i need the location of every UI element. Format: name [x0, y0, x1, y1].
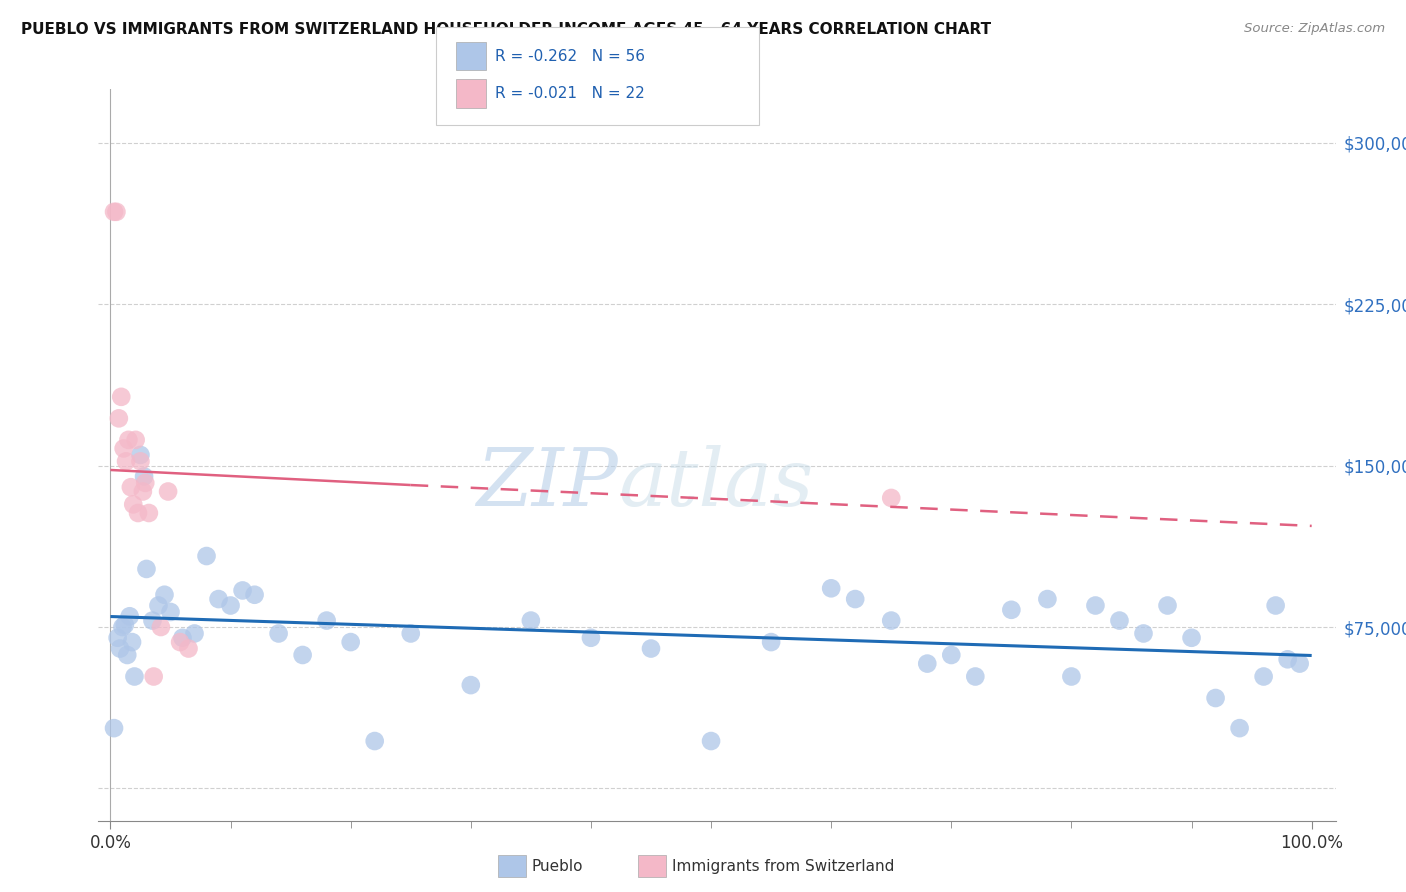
Point	[759, 635, 782, 649]
Point	[232, 583, 254, 598]
Point	[124, 433, 146, 447]
Point	[844, 592, 866, 607]
Point	[132, 484, 155, 499]
Point	[640, 641, 662, 656]
Point	[120, 480, 142, 494]
Text: Immigrants from Switzerland: Immigrants from Switzerland	[672, 859, 894, 873]
Point	[157, 484, 180, 499]
Point	[291, 648, 314, 662]
Point	[267, 626, 290, 640]
Point	[339, 635, 361, 649]
Point	[177, 641, 200, 656]
Point	[149, 620, 172, 634]
Point	[121, 635, 143, 649]
Point	[1229, 721, 1251, 735]
Point	[1288, 657, 1310, 671]
Point	[1180, 631, 1202, 645]
Point	[153, 588, 176, 602]
Point	[880, 491, 903, 505]
Point	[111, 620, 134, 634]
Point	[880, 614, 903, 628]
Point	[122, 497, 145, 511]
Point	[243, 588, 266, 602]
Point	[700, 734, 723, 748]
Point	[124, 669, 146, 683]
Point	[941, 648, 963, 662]
Text: atlas: atlas	[619, 445, 814, 523]
Point	[1060, 669, 1083, 683]
Point	[195, 549, 218, 563]
Point	[134, 475, 156, 490]
Point	[1205, 691, 1227, 706]
Point	[460, 678, 482, 692]
Point	[103, 204, 125, 219]
Point	[364, 734, 387, 748]
Point	[219, 599, 242, 613]
Text: Source: ZipAtlas.com: Source: ZipAtlas.com	[1244, 22, 1385, 36]
Point	[1036, 592, 1059, 607]
Point	[117, 648, 139, 662]
Text: PUEBLO VS IMMIGRANTS FROM SWITZERLAND HOUSEHOLDER INCOME AGES 45 - 64 YEARS CORR: PUEBLO VS IMMIGRANTS FROM SWITZERLAND HO…	[21, 22, 991, 37]
Point	[1108, 614, 1130, 628]
Point	[141, 614, 163, 628]
Point	[159, 605, 181, 619]
Point	[114, 618, 136, 632]
Point	[1156, 599, 1178, 613]
Point	[1084, 599, 1107, 613]
Text: R = -0.262   N = 56: R = -0.262 N = 56	[495, 49, 645, 63]
Point	[183, 626, 205, 640]
Point	[129, 448, 152, 462]
Text: R = -0.021   N = 22: R = -0.021 N = 22	[495, 87, 645, 101]
Point	[169, 635, 191, 649]
Point	[917, 657, 939, 671]
Point	[110, 390, 132, 404]
Point	[1253, 669, 1275, 683]
Point	[127, 506, 149, 520]
Point	[579, 631, 602, 645]
Point	[135, 562, 157, 576]
Point	[118, 609, 141, 624]
Point	[115, 454, 138, 468]
Point	[112, 442, 135, 456]
Point	[1277, 652, 1299, 666]
Point	[1000, 603, 1022, 617]
Point	[172, 631, 194, 645]
Point	[1264, 599, 1286, 613]
Point	[117, 433, 139, 447]
Point	[207, 592, 229, 607]
Text: Pueblo: Pueblo	[531, 859, 583, 873]
Point	[315, 614, 337, 628]
Point	[142, 669, 165, 683]
Point	[108, 411, 131, 425]
Point	[129, 454, 152, 468]
Point	[138, 506, 160, 520]
Point	[132, 469, 155, 483]
Point	[108, 641, 131, 656]
Point	[399, 626, 422, 640]
Text: ZIP: ZIP	[477, 445, 619, 523]
Point	[148, 599, 170, 613]
Point	[107, 631, 129, 645]
Point	[103, 721, 125, 735]
Point	[1132, 626, 1154, 640]
Point	[965, 669, 987, 683]
Point	[820, 582, 842, 596]
Point	[105, 204, 128, 219]
Point	[520, 614, 543, 628]
